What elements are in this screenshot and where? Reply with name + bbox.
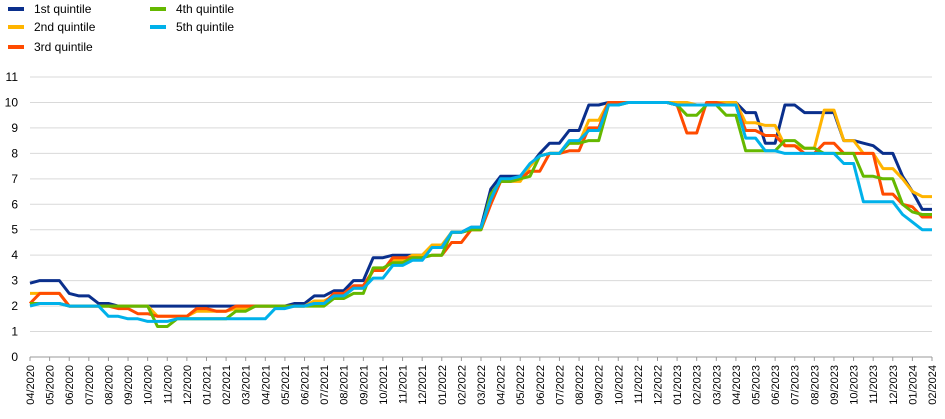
x-tick-label: 10/2023	[849, 365, 861, 405]
series-line-4	[30, 101, 932, 328]
x-tick-label: 11/2020	[162, 365, 174, 404]
x-tick-label: 02/2022	[456, 365, 468, 405]
series-line-5	[29, 101, 932, 323]
x-tick-label: 10/2022	[613, 365, 625, 405]
legend-label-4th-quintile: 4th quintile	[176, 2, 235, 16]
x-axis: 04/2020 05/2020 06/2020 07/2020 08/2020 09/20…	[25, 357, 939, 405]
x-tick-label: 06/2021	[300, 365, 312, 405]
legend-label-1st-quintile: 1st quintile	[34, 2, 92, 16]
x-tick-label: 05/2020	[45, 365, 57, 405]
x-tick-label: 10/2021	[378, 365, 390, 405]
x-tick-label: 09/2023	[829, 365, 841, 405]
legend-item-3rd-quintile: 3rd quintile	[8, 40, 93, 54]
x-tick-label: 11/2021	[398, 365, 410, 404]
x-tick-label: 06/2023	[770, 365, 782, 405]
gridlines	[30, 76, 932, 358]
x-tick-label: 02/2021	[221, 365, 233, 405]
x-tick-label: 03/2023	[711, 365, 723, 405]
legend-item-2nd-quintile: 2nd quintile	[8, 20, 95, 34]
y-tick-label: 9	[11, 121, 18, 135]
x-tick-label: 10/2020	[143, 365, 155, 405]
x-tick-label: 04/2021	[260, 365, 272, 405]
x-tick-label: 12/2021	[417, 365, 429, 405]
x-tick-label: 01/2023	[672, 365, 684, 405]
x-tick-label: 12/2023	[888, 365, 900, 405]
x-tick-label: 09/2022	[594, 365, 606, 405]
y-tick-label: 3	[11, 274, 18, 288]
x-tick-label: 04/2023	[731, 365, 743, 405]
legend-swatch-2nd-quintile	[8, 25, 24, 29]
x-tick-label: 08/2022	[574, 365, 586, 405]
y-tick-label: 2	[11, 299, 18, 313]
y-tick-label: 7	[11, 172, 18, 186]
x-tick-label: 01/2022	[437, 365, 449, 405]
x-tick-label: 02/2023	[692, 365, 704, 405]
series-line-2	[30, 101, 932, 318]
x-tick-label: 02/2024	[927, 365, 939, 405]
y-tick-label: 8	[11, 146, 18, 160]
legend-item-1st-quintile: 1st quintile	[8, 2, 91, 16]
x-tick-label: 08/2021	[339, 365, 351, 405]
x-tick-label: 11/2022	[633, 365, 645, 404]
legend-label-3rd-quintile: 3rd quintile	[34, 40, 93, 54]
x-tick-label: 08/2023	[809, 365, 821, 405]
legend-label-2nd-quintile: 2nd quintile	[34, 20, 96, 34]
x-tick-label: 08/2020	[103, 365, 115, 405]
x-tick-label: 05/2021	[280, 365, 292, 405]
x-tick-label: 07/2021	[319, 365, 331, 405]
legend-swatch-3rd-quintile	[8, 45, 24, 49]
series-lines	[28, 101, 932, 328]
x-tick-label: 06/2022	[535, 365, 547, 405]
x-tick-label: 05/2023	[751, 365, 763, 405]
x-tick-label: 01/2024	[907, 365, 919, 405]
y-tick-label: 5	[11, 223, 18, 237]
legend-swatch-1st-quintile	[8, 7, 24, 11]
x-tick-label: 09/2021	[358, 365, 370, 405]
y-tick-label: 10	[5, 95, 19, 109]
series-line-3	[28, 101, 932, 318]
x-tick-label: 04/2020	[25, 365, 37, 405]
y-tick-label: 11	[6, 70, 19, 84]
x-tick-label: 01/2021	[201, 365, 213, 405]
x-tick-label: 07/2020	[84, 365, 96, 405]
x-tick-label: 04/2022	[496, 365, 508, 405]
y-tick-label: 0	[11, 350, 18, 364]
x-tick-label: 05/2022	[515, 365, 527, 405]
x-tick-label: 12/2020	[182, 365, 194, 405]
y-tick-label: 1	[11, 325, 18, 339]
legend-item-5th-quintile: 5th quintile	[150, 20, 234, 34]
x-tick-label: 09/2020	[123, 365, 135, 405]
x-tick-label: 07/2022	[554, 365, 566, 405]
legend-swatch-4th-quintile	[150, 7, 166, 11]
x-tick-label: 03/2022	[476, 365, 488, 405]
x-tick-label: 11/2023	[868, 365, 880, 404]
legend: 1st quintile 2nd quintile 3rd quintile 4…	[8, 0, 308, 60]
x-tick-label: 06/2020	[64, 365, 76, 405]
x-tick-label: 12/2022	[652, 365, 664, 405]
legend-label-5th-quintile: 5th quintile	[176, 20, 235, 34]
legend-item-4th-quintile: 4th quintile	[150, 2, 234, 16]
legend-swatch-5th-quintile	[150, 25, 166, 29]
x-tick-label: 03/2021	[241, 365, 253, 405]
x-tick-label: 07/2023	[790, 365, 802, 405]
y-tick-label: 4	[11, 248, 18, 262]
y-tick-label: 6	[11, 197, 18, 211]
y-axis: 0 1 2 3 4 5 6 7 8 9 10 11	[5, 70, 19, 364]
